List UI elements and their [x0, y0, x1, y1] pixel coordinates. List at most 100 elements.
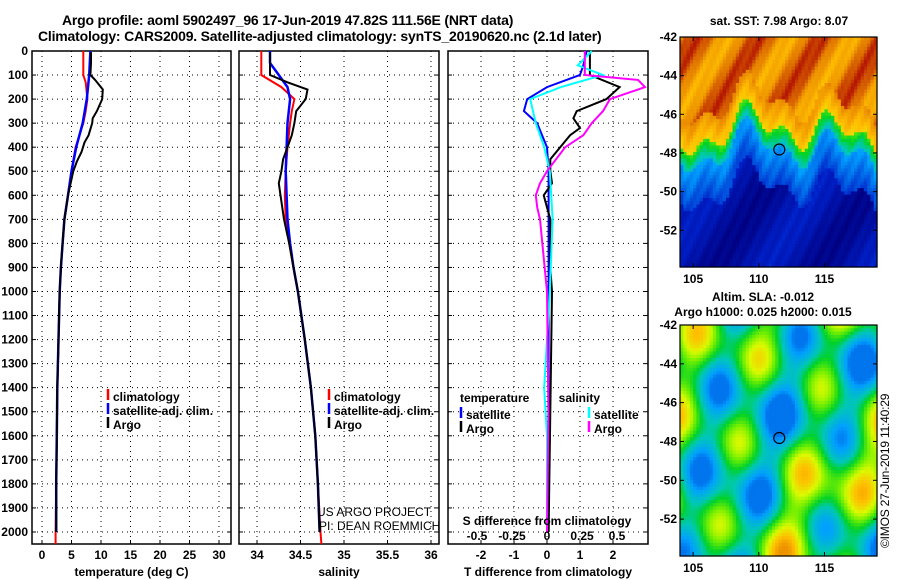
x-tick-label: 30	[212, 548, 226, 562]
x-tick-label: 10	[94, 548, 108, 562]
map-frame	[679, 324, 878, 557]
map-x-tick-label: 110	[749, 561, 769, 575]
s-diff-tick-label: 0	[544, 529, 551, 543]
map-x-tick-label: 115	[815, 561, 835, 575]
x-tick-label: 2	[610, 548, 617, 562]
y-tick-label: 1900	[1, 501, 28, 515]
y-tick-label: 300	[8, 116, 28, 130]
figure-title-line2: Climatology: CARS2009. Satellite-adjuste…	[38, 28, 602, 44]
legend-header-salinity: salinity	[559, 391, 601, 405]
x-tick-label: 0	[39, 548, 46, 562]
map-x-tick-label: 115	[815, 272, 835, 286]
map-y-tick-label: -52	[660, 223, 678, 237]
series-line-argo	[55, 52, 104, 532]
y-tick-label: 1400	[1, 381, 28, 395]
x-tick-label: 15	[124, 548, 138, 562]
y-tick-label: 1200	[1, 333, 28, 347]
s-diff-tick-label: -0.25	[498, 529, 526, 543]
y-tick-label: 1300	[1, 357, 28, 371]
s-diff-tick-label: -0.5	[467, 529, 488, 543]
y-tick-label: 500	[8, 164, 28, 178]
y-tick-label: 800	[8, 236, 28, 250]
y-tick-label: 1100	[2, 309, 28, 323]
legend-header-temperature: temperature	[460, 391, 530, 405]
argo-location-marker	[773, 143, 786, 156]
map-y-tick-label: -44	[660, 69, 678, 83]
map-y-tick-label: -48	[660, 434, 678, 448]
y-tick-label: 1000	[1, 284, 28, 298]
legend-label: satellite-adj. clim.	[113, 404, 213, 418]
map-y-tick-label: -46	[660, 107, 678, 121]
map-y-tick-label: -42	[660, 30, 678, 44]
series-line-temperature-satellite	[522, 50, 588, 532]
map-y-tick-label: -52	[660, 512, 678, 526]
annotation-pi: PI: DEAN ROEMMICH	[319, 519, 440, 533]
x-tick-label: -1	[509, 548, 520, 562]
y-tick-label: 900	[8, 260, 28, 274]
legend-label: climatology	[334, 390, 401, 404]
map-frame	[679, 36, 878, 268]
x-tick-label: 35	[337, 548, 351, 562]
x-tick-label: 20	[153, 548, 167, 562]
series-line-temperature-argo	[542, 51, 622, 533]
s-diff-axis-label: S difference from climatology	[463, 514, 632, 528]
s-diff-tick-label: 0.25	[570, 529, 594, 543]
map-y-tick-label: -44	[660, 357, 678, 371]
y-tick-label: 1500	[1, 405, 28, 419]
sla-map-title: Altim. SLA: -0.012	[712, 290, 814, 304]
x-tick-label: 34.5	[289, 548, 313, 562]
plot-frame	[238, 50, 440, 545]
legend-label: Argo	[113, 418, 141, 432]
map-x-tick-label: 110	[749, 272, 769, 286]
map-y-tick-label: -50	[660, 185, 678, 199]
series-line-salinity-argo	[534, 51, 647, 533]
y-tick-label: 1700	[1, 453, 28, 467]
map-y-tick-label: -50	[660, 473, 678, 487]
legend-label: climatology	[113, 390, 180, 404]
sst-map-title: sat. SST: 7.98 Argo: 8.07	[710, 14, 849, 28]
s-diff-tick-label: 0.5	[609, 529, 626, 543]
y-tick-label: 0	[21, 44, 28, 58]
x-tick-label: -2	[476, 548, 487, 562]
map-image	[680, 37, 878, 268]
x-tick-label: 1	[577, 548, 584, 562]
y-tick-label: 100	[8, 68, 28, 82]
y-tick-label: 600	[8, 188, 28, 202]
x-axis-label: temperature (deg C)	[74, 565, 188, 579]
x-tick-label: 5	[68, 548, 75, 562]
map-sst-map: 105 110 115 -42 -44 -46 -48 -50 -52	[660, 30, 878, 286]
y-tick-label: 1800	[1, 477, 28, 491]
map-image	[680, 325, 878, 557]
y-tick-label: 700	[8, 212, 28, 226]
x-axis-label: T difference from climatology	[464, 565, 632, 579]
x-tick-label: 34	[250, 548, 264, 562]
legend-label: Argo	[594, 422, 622, 436]
y-tick-label: 2000	[1, 525, 28, 539]
map-y-tick-label: -42	[660, 318, 678, 332]
panel-temperature: 0100200300400500600700800900100011001200…	[1, 44, 232, 579]
series-line-argo	[269, 52, 321, 533]
y-tick-label: 400	[8, 140, 28, 154]
legend-label: Argo	[466, 422, 494, 436]
x-tick-label: 35.5	[376, 548, 400, 562]
x-tick-label: 25	[183, 548, 197, 562]
x-tick-label: 36	[424, 548, 438, 562]
sla-map-subtitle: Argo h1000: 0.025 h2000: 0.015	[674, 305, 852, 319]
figure-title-line1: Argo profile: aoml 5902497_96 17-Jun-201…	[62, 12, 514, 28]
map-y-tick-label: -48	[660, 146, 678, 160]
x-axis-label: salinity	[318, 565, 360, 579]
panel-salinity: 34 34.5 35 35.5 36 salinity	[238, 50, 440, 579]
plot-frame	[31, 50, 232, 545]
map-sla-map: 105 110 115 -42 -44 -46 -48 -50 -52	[660, 318, 878, 575]
map-y-tick-label: -46	[660, 396, 678, 410]
x-tick-label: 0	[544, 548, 551, 562]
legend-label: Argo	[334, 418, 362, 432]
annotation-project: US ARGO PROJECT	[317, 505, 432, 519]
map-x-tick-label: 105	[683, 272, 703, 286]
legend-label: satellite	[594, 408, 639, 422]
credit-label: ©IMOS 27-Jun-2019 11:40:29	[878, 393, 892, 548]
argo-location-marker	[773, 431, 786, 445]
legend-label: satellite-adj. clim.	[334, 404, 434, 418]
y-tick-label: 200	[8, 92, 28, 106]
